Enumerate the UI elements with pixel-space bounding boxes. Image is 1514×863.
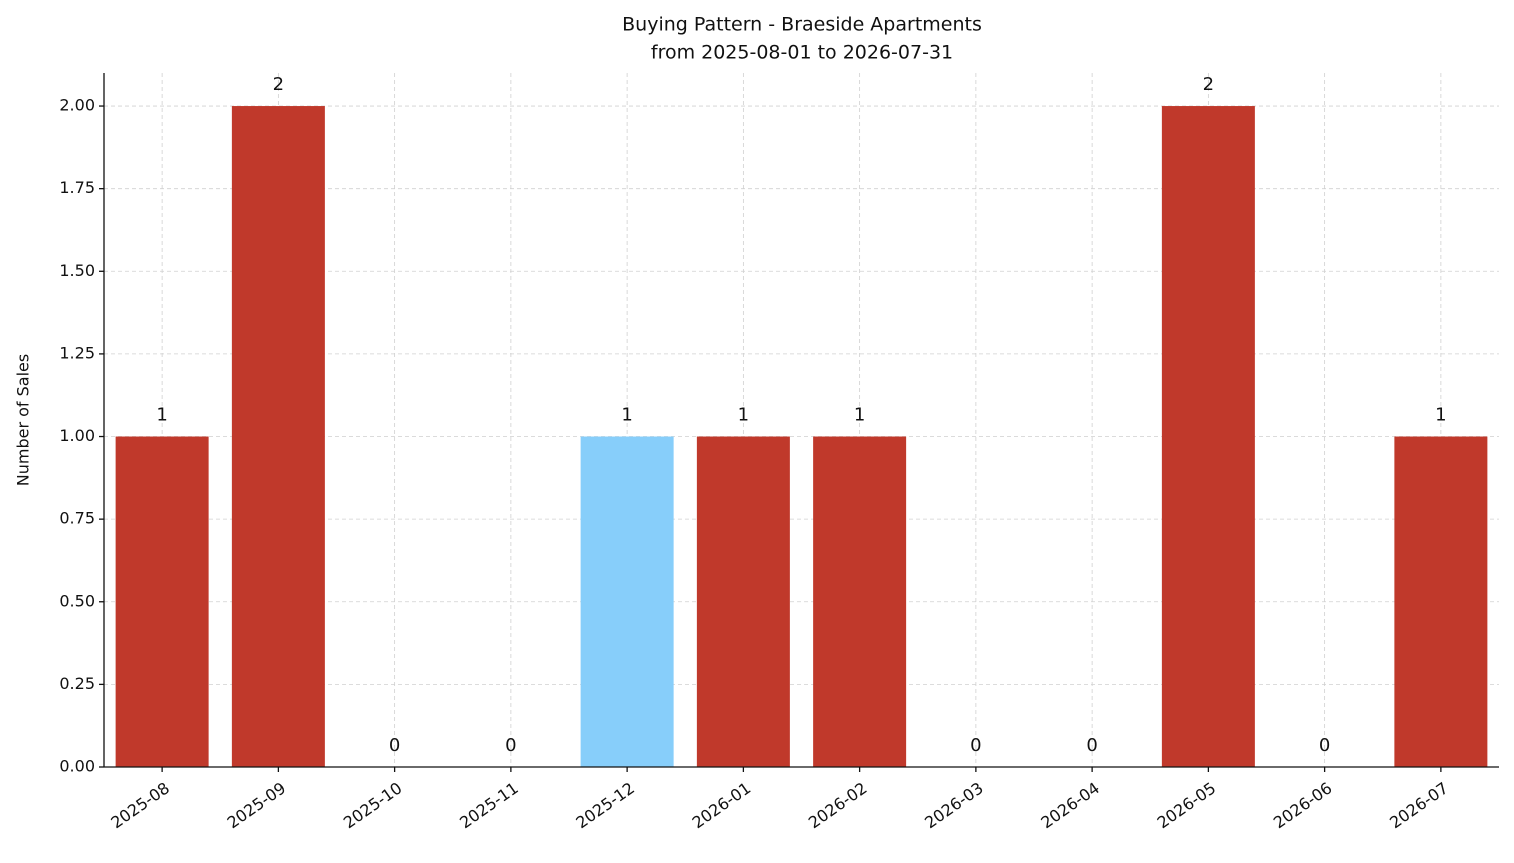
y-tick-label: 1.75 <box>59 178 95 197</box>
y-tick-label: 1.50 <box>59 261 95 280</box>
bars <box>115 106 1488 768</box>
bar <box>1161 106 1255 768</box>
data-label: 0 <box>389 735 400 756</box>
y-axis-label: Number of Sales <box>14 354 33 486</box>
x-tick-label: 2025-11 <box>456 778 522 832</box>
data-label: 0 <box>1086 735 1097 756</box>
y-tick-label: 1.00 <box>59 426 95 445</box>
bar <box>115 436 209 767</box>
y-tick-label: 0.00 <box>59 757 95 776</box>
data-label: 0 <box>505 735 516 756</box>
data-label: 0 <box>970 735 981 756</box>
x-tick-label: 2025-08 <box>107 778 173 832</box>
data-label: 0 <box>1319 735 1330 756</box>
y-tick-label: 0.75 <box>59 509 95 528</box>
bar <box>813 436 907 767</box>
data-label: 1 <box>621 405 632 426</box>
y-tick-label: 0.25 <box>59 674 95 693</box>
data-label: 2 <box>1203 74 1214 95</box>
data-label: 1 <box>854 405 865 426</box>
x-tick-label: 2026-06 <box>1270 778 1336 832</box>
chart-subtitle: from 2025-08-01 to 2026-07-31 <box>651 42 953 64</box>
x-tick-label: 2025-09 <box>224 778 290 832</box>
x-tick-label: 2026-03 <box>921 778 987 832</box>
x-tick-label: 2026-07 <box>1386 778 1452 832</box>
x-tick-label: 2026-05 <box>1154 778 1220 832</box>
data-label: 1 <box>156 405 167 426</box>
y-tick-label: 1.25 <box>59 343 95 362</box>
bar <box>1394 436 1488 767</box>
x-tick-label: 2025-10 <box>340 778 406 832</box>
bar <box>580 436 674 767</box>
x-tick-label: 2025-12 <box>572 778 638 832</box>
x-tick-label: 2026-01 <box>689 778 755 832</box>
x-tick-label: 2026-02 <box>805 778 871 832</box>
y-tick-label: 0.50 <box>59 591 95 610</box>
bar <box>696 436 790 767</box>
y-tick-label: 2.00 <box>59 96 95 115</box>
data-label: 1 <box>1435 405 1446 426</box>
chart-title: Buying Pattern - Braeside Apartments <box>622 14 982 36</box>
bar <box>231 106 325 768</box>
data-label: 1 <box>738 405 749 426</box>
data-label: 2 <box>273 74 284 95</box>
x-tick-label: 2026-04 <box>1037 778 1103 832</box>
